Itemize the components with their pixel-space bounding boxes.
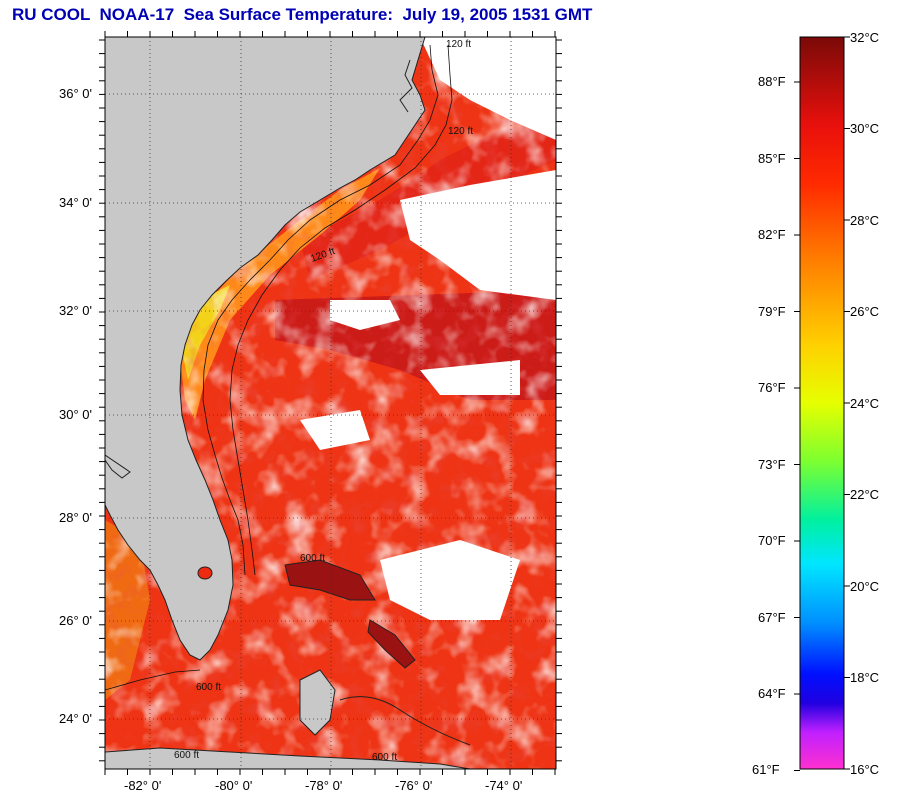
colorbar-fahrenheit-label: 88°F xyxy=(758,74,786,89)
colorbar-celsius-label: 24°C xyxy=(850,396,880,411)
lon-label: -80° 0' xyxy=(215,778,253,793)
land-gulf-west xyxy=(105,37,131,479)
isobath-label: 120 ft xyxy=(448,126,473,137)
bahamas-grand xyxy=(284,559,376,601)
isobath-label: 120 ft xyxy=(446,39,471,50)
bahamas-south xyxy=(339,696,471,746)
cloud-northeast xyxy=(420,37,556,140)
colorbar-celsius-label: 16°C xyxy=(850,762,880,777)
colorbar-fahrenheit-label: 76°F xyxy=(758,380,786,395)
lon-label: -82° 0' xyxy=(124,778,162,793)
lon-label: -74° 0' xyxy=(485,778,523,793)
cloud-patch-4 xyxy=(300,410,370,450)
lat-label: 24° 0' xyxy=(59,711,92,726)
colorbar-celsius-label: 32°C xyxy=(850,30,880,45)
colorbar-fahrenheit-label: 61°F xyxy=(752,762,780,777)
frame-ticks xyxy=(99,31,562,775)
colorbar-celsius-label: 18°C xyxy=(850,670,880,685)
isobath-gulf xyxy=(105,669,201,691)
colorbar-celsius-label: 20°C xyxy=(850,579,880,594)
colorbar-fahrenheit-label: 67°F xyxy=(758,610,786,625)
bahamas-eleuthera xyxy=(367,619,416,669)
isobath-label: 600 ft xyxy=(174,750,199,761)
colorbar-fahrenheit-label: 70°F xyxy=(758,533,786,548)
cloud-patch-1 xyxy=(330,300,400,330)
colorbar-ticks xyxy=(794,36,850,771)
isobath-label: 600 ft xyxy=(372,752,397,763)
map-area xyxy=(105,37,556,769)
lat-label: 26° 0' xyxy=(59,613,92,628)
colorbar-fahrenheit-label: 79°F xyxy=(758,304,786,319)
lat-label: 30° 0' xyxy=(59,407,92,422)
lon-label: -78° 0' xyxy=(305,778,343,793)
chesapeake xyxy=(399,59,413,113)
colorbar-celsius-label: 26°C xyxy=(850,304,880,319)
colorbar-celsius-label: 28°C xyxy=(850,213,880,228)
cloud-patch-3 xyxy=(380,540,520,620)
bahamas-andros xyxy=(299,669,336,736)
colorbar-fahrenheit-label: 82°F xyxy=(758,227,786,242)
colorbar-fahrenheit-label: 64°F xyxy=(758,686,786,701)
colorbar xyxy=(799,36,845,770)
lat-label: 34° 0' xyxy=(59,195,92,210)
colorbar-celsius-label: 30°C xyxy=(850,121,880,136)
lake-okeechobee xyxy=(197,566,213,580)
land-cuba xyxy=(105,747,471,769)
lat-label: 36° 0' xyxy=(59,86,92,101)
map-title: RU COOL NOAA-17 Sea Surface Temperature:… xyxy=(12,5,593,24)
lon-label: -76° 0' xyxy=(395,778,433,793)
land-us xyxy=(105,37,426,661)
lat-label: 32° 0' xyxy=(59,303,92,318)
isobath-label: 600 ft xyxy=(196,682,221,693)
colorbar-fahrenheit-label: 85°F xyxy=(758,151,786,166)
colorbar-celsius-label: 22°C xyxy=(850,487,880,502)
cloud-patch-2 xyxy=(420,360,520,395)
lat-label: 28° 0' xyxy=(59,510,92,525)
isobath-600ft xyxy=(229,44,453,576)
isobath-label: 600 ft xyxy=(300,553,325,564)
colorbar-fahrenheit-label: 73°F xyxy=(758,457,786,472)
cloud-north xyxy=(400,170,556,300)
